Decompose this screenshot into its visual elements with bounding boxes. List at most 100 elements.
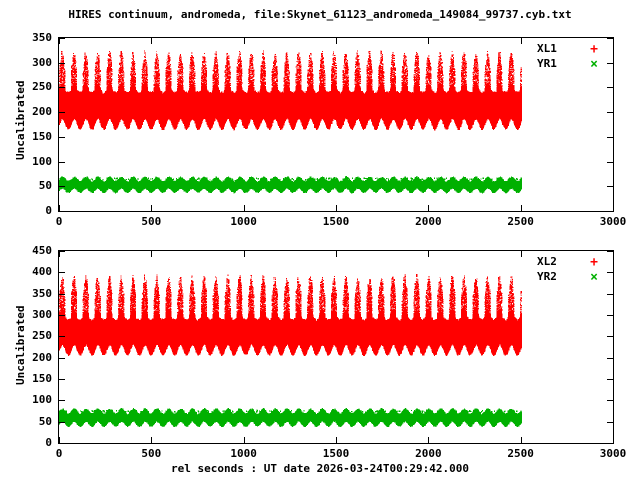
y-tick-mark <box>607 443 613 444</box>
y-tick-mark <box>59 112 65 114</box>
y-tick-mark <box>59 251 65 252</box>
legend-label-xl1: XL1 <box>537 42 557 55</box>
y-tick-label: 0 <box>4 436 52 449</box>
x-tick-mark <box>428 251 430 257</box>
y-tick-mark <box>607 272 613 274</box>
y-tick-mark <box>59 379 65 380</box>
x-tick-mark <box>243 38 245 44</box>
x-tick-mark <box>428 205 430 211</box>
y-tick-mark <box>59 161 65 163</box>
x-tick-label: 500 <box>121 447 181 460</box>
x-tick-mark <box>336 38 337 44</box>
x-tick-mark <box>613 251 614 257</box>
bottom-panel-data-canvas <box>59 273 522 428</box>
x-tick-label: 500 <box>121 215 181 228</box>
y-tick-mark <box>607 62 613 64</box>
y-tick-mark <box>59 136 65 138</box>
y-tick-label: 450 <box>4 244 52 257</box>
legend-label-yr1: YR1 <box>537 57 557 70</box>
y-tick-mark <box>59 421 65 423</box>
y-tick-mark <box>607 315 613 316</box>
y-tick-mark <box>59 62 65 64</box>
x-tick-label: 0 <box>29 215 89 228</box>
x-tick-label: 2500 <box>491 215 551 228</box>
x-tick-mark <box>428 38 430 44</box>
top-panel: Uncalibrated 0 50 100 150 200 250 300 350 0 500 1… <box>0 0 640 235</box>
x-tick-label: 1500 <box>306 447 366 460</box>
plus-marker-icon: + <box>587 42 601 57</box>
x-tick-label: 2000 <box>398 447 458 460</box>
x-tick-mark <box>59 205 60 211</box>
x-tick-label: 1000 <box>214 447 274 460</box>
x-tick-mark <box>613 38 614 44</box>
y-tick-mark <box>607 211 613 212</box>
y-tick-mark <box>607 161 613 163</box>
y-tick-label: 100 <box>4 155 52 168</box>
legend-item: XL1 + <box>537 42 617 57</box>
y-tick-mark <box>59 315 65 316</box>
bottom-panel-legend: XL2 + YR2 × <box>537 255 617 285</box>
y-tick-mark <box>59 38 65 39</box>
x-axis-label: rel seconds : UT date 2026-03-24T00:29:4… <box>0 462 640 475</box>
y-tick-mark <box>59 443 65 444</box>
x-tick-mark <box>520 205 522 211</box>
y-tick-label: 300 <box>4 308 52 321</box>
x-tick-mark <box>613 437 614 443</box>
y-tick-mark <box>607 112 613 114</box>
x-tick-mark <box>151 38 153 44</box>
x-tick-mark <box>243 205 245 211</box>
x-tick-mark <box>336 205 337 211</box>
y-tick-mark <box>607 357 613 359</box>
y-tick-mark <box>59 400 65 402</box>
x-tick-mark <box>151 437 153 443</box>
y-tick-label: 0 <box>4 204 52 217</box>
y-tick-mark <box>607 136 613 138</box>
x-tick-mark <box>613 205 614 211</box>
y-tick-mark <box>607 336 613 338</box>
y-tick-mark <box>59 186 65 188</box>
y-tick-label: 300 <box>4 56 52 69</box>
top-panel-data-canvas <box>59 50 522 194</box>
y-tick-mark <box>59 336 65 338</box>
y-tick-mark <box>607 186 613 188</box>
x-tick-label: 3000 <box>583 215 640 228</box>
plus-marker-icon: + <box>587 255 601 270</box>
y-tick-mark <box>607 251 613 252</box>
x-tick-mark <box>151 251 153 257</box>
y-tick-label: 400 <box>4 265 52 278</box>
x-tick-label: 1500 <box>306 215 366 228</box>
x-tick-mark <box>520 38 522 44</box>
y-tick-mark <box>59 87 65 89</box>
y-tick-label: 350 <box>4 31 52 44</box>
y-tick-label: 200 <box>4 351 52 364</box>
x-tick-mark <box>520 251 522 257</box>
legend-item: YR2 × <box>537 270 617 285</box>
x-tick-mark <box>520 437 522 443</box>
y-tick-mark <box>607 400 613 402</box>
page-title: HIRES continuum, andromeda, file:Skynet_… <box>0 8 640 21</box>
y-tick-mark <box>607 38 613 39</box>
y-tick-label: 150 <box>4 372 52 385</box>
y-tick-label: 50 <box>4 179 52 192</box>
cross-marker-icon: × <box>587 270 601 285</box>
y-tick-label: 250 <box>4 329 52 342</box>
x-tick-label: 2500 <box>491 447 551 460</box>
bottom-panel-plot-frame <box>58 250 614 444</box>
y-tick-mark <box>59 211 65 212</box>
y-tick-mark <box>59 293 65 295</box>
y-tick-mark <box>607 87 613 89</box>
y-tick-mark <box>59 357 65 359</box>
x-tick-mark <box>151 205 153 211</box>
x-tick-label: 3000 <box>583 447 640 460</box>
x-tick-label: 2000 <box>398 215 458 228</box>
x-tick-mark <box>59 437 60 443</box>
legend-item: YR1 × <box>537 57 617 72</box>
y-tick-label: 250 <box>4 80 52 93</box>
y-tick-label: 350 <box>4 287 52 300</box>
x-tick-mark <box>336 437 337 443</box>
x-tick-label: 0 <box>29 447 89 460</box>
legend-label-xl2: XL2 <box>537 255 557 268</box>
y-tick-label: 50 <box>4 415 52 428</box>
x-tick-mark <box>59 38 60 44</box>
